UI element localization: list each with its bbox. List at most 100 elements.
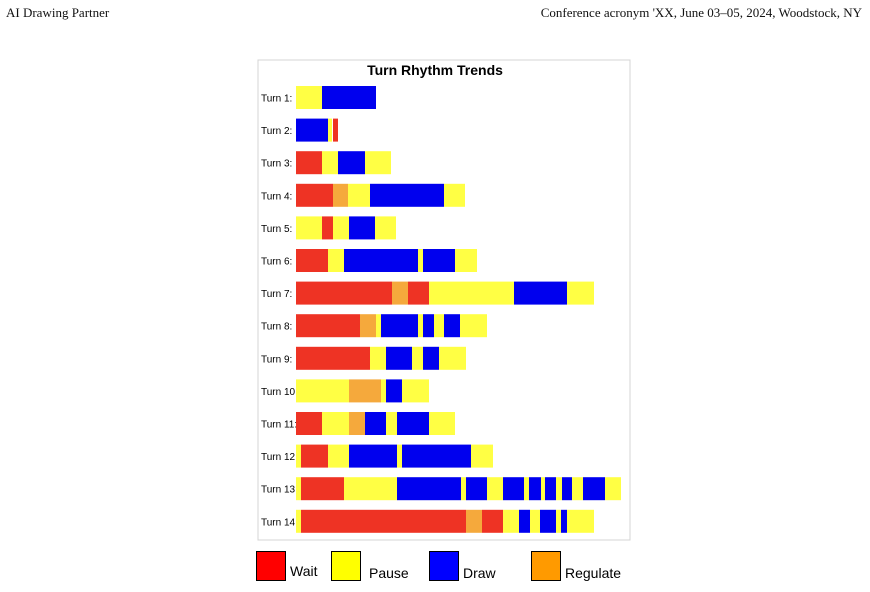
- segment-draw: [466, 477, 487, 501]
- segment-draw: [444, 314, 460, 338]
- segment-pause: [296, 216, 322, 240]
- segment-pause: [296, 86, 322, 109]
- header-left: AI Drawing Partner: [6, 5, 110, 20]
- legend-swatch-regulate: [531, 551, 561, 581]
- row-label: Turn 6:: [261, 257, 292, 268]
- segment-draw: [561, 509, 567, 533]
- segment-draw: [545, 477, 556, 501]
- segment-draw: [349, 444, 397, 468]
- segment-regulate: [360, 314, 376, 338]
- segment-draw: [397, 477, 461, 501]
- segment-pause: [567, 281, 594, 305]
- segment-pause: [471, 444, 493, 468]
- segment-pause: [328, 444, 349, 468]
- segment-draw: [423, 314, 434, 338]
- segment-pause: [418, 249, 423, 272]
- segment-pause: [418, 314, 423, 338]
- segment-pause: [386, 412, 397, 435]
- segment-pause: [487, 477, 503, 501]
- segment-draw: [381, 314, 418, 338]
- segment-wait: [301, 509, 466, 533]
- segment-regulate: [349, 412, 365, 435]
- segment-regulate: [333, 183, 348, 207]
- segment-pause: [460, 314, 487, 338]
- segment-pause: [344, 477, 397, 501]
- legend-swatch-wait: [256, 551, 286, 581]
- segment-draw: [562, 477, 572, 501]
- segment-wait: [296, 412, 322, 435]
- header-right: Conference acronym 'XX, June 03–05, 2024…: [540, 5, 862, 20]
- segment-pause: [376, 314, 381, 338]
- segment-pause: [461, 477, 466, 501]
- segment-pause: [455, 249, 477, 272]
- segment-draw: [519, 509, 530, 533]
- segment-pause: [439, 346, 466, 370]
- segment-pause: [397, 444, 402, 468]
- row-label: Turn 3:: [261, 159, 292, 170]
- segment-pause: [322, 412, 349, 435]
- segment-wait: [296, 183, 333, 207]
- segment-draw: [397, 412, 429, 435]
- segment-pause: [328, 118, 332, 142]
- segment-pause: [333, 216, 349, 240]
- segment-wait: [482, 509, 503, 533]
- segment-wait: [301, 444, 328, 468]
- segment-pause: [444, 183, 465, 207]
- segment-pause: [530, 509, 540, 533]
- legend-swatch-pause: [331, 551, 361, 581]
- segment-pause: [402, 379, 429, 403]
- segment-draw: [529, 477, 541, 501]
- chart-title: Turn Rhythm Trends: [367, 62, 503, 78]
- row-label: Turn 11:: [261, 420, 297, 431]
- segment-pause: [375, 216, 396, 240]
- segment-pause: [556, 509, 561, 533]
- segment-wait: [301, 477, 344, 501]
- segment-pause: [348, 183, 370, 207]
- segment-pause: [429, 281, 514, 305]
- segment-draw: [503, 477, 524, 501]
- row-label: Turn 13:: [261, 485, 298, 496]
- segment-pause: [296, 379, 349, 403]
- chart-rows: Turn 1: Turn 2: Turn 3: Turn 4: Turn 5: Turn …: [261, 86, 621, 533]
- legend-label-regulate: Regulate: [565, 565, 622, 581]
- segment-pause: [365, 151, 391, 175]
- segment-draw: [386, 346, 412, 370]
- segment-draw: [540, 509, 556, 533]
- segment-pause: [328, 249, 344, 272]
- row-label: Turn 9:: [261, 354, 292, 365]
- segment-pause: [541, 477, 545, 501]
- segment-draw: [583, 477, 605, 501]
- segment-draw: [386, 379, 402, 403]
- segment-pause: [322, 151, 338, 175]
- row-label: Turn 7:: [261, 289, 292, 300]
- segment-wait: [296, 314, 360, 338]
- segment-draw: [349, 216, 375, 240]
- segment-draw: [322, 86, 376, 109]
- segment-pause: [605, 477, 621, 501]
- segment-draw: [423, 346, 439, 370]
- segment-pause: [296, 444, 301, 468]
- segment-pause: [524, 477, 529, 501]
- row-label: Turn 1:: [261, 94, 292, 105]
- row-label: Turn 5:: [261, 224, 292, 235]
- segment-draw: [344, 249, 418, 272]
- segment-regulate: [349, 379, 381, 403]
- segment-pause: [381, 379, 386, 403]
- row-label: Turn 4:: [261, 191, 292, 202]
- segment-pause: [370, 346, 386, 370]
- segment-pause: [296, 509, 301, 533]
- segment-draw: [370, 183, 444, 207]
- segment-regulate: [392, 281, 408, 305]
- segment-pause: [296, 477, 301, 501]
- segment-pause: [572, 477, 583, 501]
- row-label: Turn 14:: [261, 517, 298, 528]
- segment-wait: [296, 249, 328, 272]
- segment-draw: [296, 118, 328, 142]
- segment-pause: [503, 509, 519, 533]
- segment-wait: [333, 118, 338, 142]
- segment-draw: [423, 249, 455, 272]
- segment-wait: [296, 151, 322, 175]
- segment-draw: [514, 281, 567, 305]
- segment-pause: [434, 314, 444, 338]
- segment-wait: [296, 346, 370, 370]
